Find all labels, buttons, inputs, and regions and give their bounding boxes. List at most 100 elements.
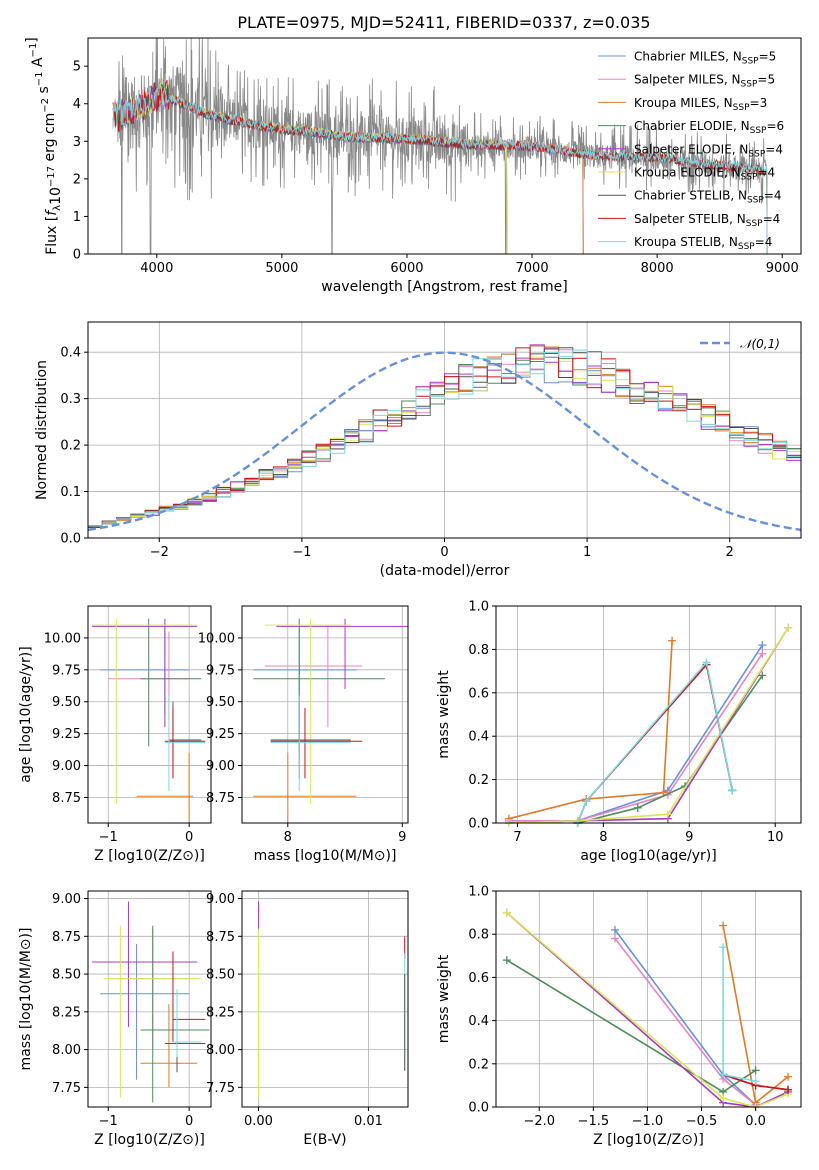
x-axis-label: (data-model)/error (380, 563, 510, 579)
y-tick-label: 7.75 (52, 1081, 81, 1096)
y-tick-label: 4 (73, 97, 81, 112)
y-tick-label: 9.25 (52, 727, 81, 742)
y-tick-label: 9.00 (52, 892, 81, 907)
x-tick-label: 0.0 (745, 1114, 766, 1129)
errorbar-kroupa-elodie (264, 618, 351, 804)
legend-entry-7: Chabrier STELIB, NSSP=4 (634, 189, 782, 206)
errorbar-chabrier-stelib (168, 701, 202, 779)
errorbar-kroupa-miles (253, 752, 357, 823)
weight-marker (633, 803, 642, 812)
legend-text: Kroupa ELODIE, N (634, 166, 741, 180)
weight-marker (719, 921, 728, 930)
model-spectrum-9 (112, 83, 768, 254)
weight-marker (784, 623, 793, 632)
plot-area (253, 618, 408, 823)
legend-subscript: SSP (741, 80, 758, 90)
y-tick-label: 0.8 (468, 928, 489, 943)
y-tick-label: 0.2 (60, 439, 81, 454)
x-tick-label: 8000 (641, 261, 674, 276)
y-tick-label: 0.0 (468, 817, 489, 832)
panel-weight_vs_Z: −2.0 −1.5 −1.0 −0.5 0.0 0.0 0.2 0.4 0.6 0.8 1.0 Z [… (436, 885, 802, 1148)
legend-entry-8: Salpeter STELIB, NSSP=4 (634, 212, 780, 229)
x-axis-label: wavelength [Angstrom, rest frame] (321, 279, 567, 295)
figure-title: PLATE=0975, MJD=52411, FIBERID=0337, z=0… (237, 13, 650, 32)
y-tick-label: 0.2 (468, 773, 489, 788)
legend-text: =4 (764, 189, 782, 203)
legend-text: Salpeter ELODIE, N (634, 142, 748, 156)
plot-area (92, 618, 206, 823)
y-tick-label: 9.75 (52, 663, 81, 678)
legend-entry-3: Kroupa MILES, NSSP=3 (634, 96, 767, 113)
y-axis-label: mass weight (436, 954, 452, 1043)
x-tick-label: −1.5 (578, 1114, 610, 1129)
legend-subscript: SSP (741, 173, 758, 183)
x-axis-label: mass [log10(M/M⊙)] (254, 848, 397, 864)
normal-curve (88, 351, 801, 532)
plot-area (504, 623, 793, 827)
y-tick-label: 9.00 (52, 759, 81, 774)
x-tick-label: 8 (599, 830, 607, 845)
weight-line-salpeter-miles (614, 938, 757, 1106)
y-tick-label: 9.25 (206, 727, 235, 742)
weight-line-kroupa-elodie (506, 911, 789, 1108)
weight-marker (784, 1085, 793, 1094)
errorbar-chabrier-stelib (164, 1004, 206, 1073)
errorbar-kroupa-miles (136, 752, 194, 823)
y-tick-label: 8.75 (206, 930, 235, 945)
legend-subscript: SSP (748, 149, 765, 159)
legend-text: Chabrier MILES, N (634, 50, 742, 64)
legend-subscript: SSP (733, 103, 750, 113)
chart-layer: 4000 5000 6000 7000 8000 9000012345wavelength… (18, 37, 802, 1148)
x-tick-label: 8 (284, 830, 292, 845)
y-tick-label: 7.75 (206, 1081, 235, 1096)
legend-entry-5: Salpeter ELODIE, NSSP=4 (634, 142, 783, 159)
axes-frame (241, 890, 409, 1108)
weight-marker (719, 1070, 728, 1079)
legend-entry-6: Kroupa ELODIE, NSSP=4 (634, 166, 775, 183)
y-axis-label-part: −1 (28, 43, 39, 58)
legend-text: Kroupa STELIB, N (634, 235, 738, 249)
x-tick-label: −0.5 (686, 1114, 718, 1129)
y-tick-label: 8.50 (52, 968, 81, 983)
x-tick-label: −2 (150, 545, 169, 560)
y-tick-label: 10.00 (44, 631, 81, 646)
axes-frame (87, 890, 212, 1108)
y-tick-label: 5 (73, 60, 81, 75)
legend-text: Kroupa MILES, N (634, 96, 733, 110)
legend-text: Salpeter STELIB, N (634, 212, 746, 226)
legend-subscript: SSP (742, 57, 759, 67)
x-tick-label: 2 (726, 545, 734, 560)
y-tick-label: 1.0 (468, 600, 489, 615)
x-axis-label: Z [log10(Z/Z⊙)] (94, 1132, 205, 1148)
y-tick-label: 0.4 (60, 346, 81, 361)
plot-area (112, 38, 768, 254)
weight-marker (758, 641, 767, 650)
x-axis-label: Z [log10(Z/Z⊙)] (94, 848, 205, 864)
y-tick-label: 1.0 (468, 885, 489, 900)
weight-marker (719, 943, 728, 952)
weight-marker (582, 797, 591, 806)
observed-spectrum (116, 38, 768, 254)
y-axis-label: mass [log10(M/M⊙)] (18, 928, 34, 1071)
panel-age_vs_mass: 8 9 8.75 9.00 9.25 9.50 9.75 10.00 mass [log10(M… (198, 605, 409, 864)
y-axis-label-part: s (36, 86, 52, 98)
y-tick-label: 8.00 (206, 1043, 235, 1058)
y-tick-label: 0.1 (60, 485, 81, 500)
axes-frame (87, 605, 212, 824)
legend-text: =5 (757, 73, 775, 87)
y-tick-label: 10.00 (198, 631, 235, 646)
x-tick-label: 5000 (265, 261, 298, 276)
y-tick-label: 8.75 (52, 930, 81, 945)
plot-area (92, 901, 210, 1103)
weight-marker (502, 908, 511, 917)
panel-mass_vs_Z: −1 0 7.75 8.00 8.25 8.50 8.75 9.00 Z [log10(Z/Z⊙… (18, 890, 212, 1148)
errorbar-salpeter-stelib (164, 708, 206, 779)
y-tick-label: 8.75 (52, 791, 81, 806)
legend-text: Salpeter MILES, N (634, 73, 741, 87)
errorbar-kroupa-miles (140, 1004, 198, 1088)
legend-text: Chabrier ELODIE, N (634, 119, 750, 133)
x-tick-label: 0 (185, 1114, 193, 1129)
x-tick-label: −2.0 (523, 1114, 555, 1129)
x-tick-label: −1.0 (632, 1114, 664, 1129)
